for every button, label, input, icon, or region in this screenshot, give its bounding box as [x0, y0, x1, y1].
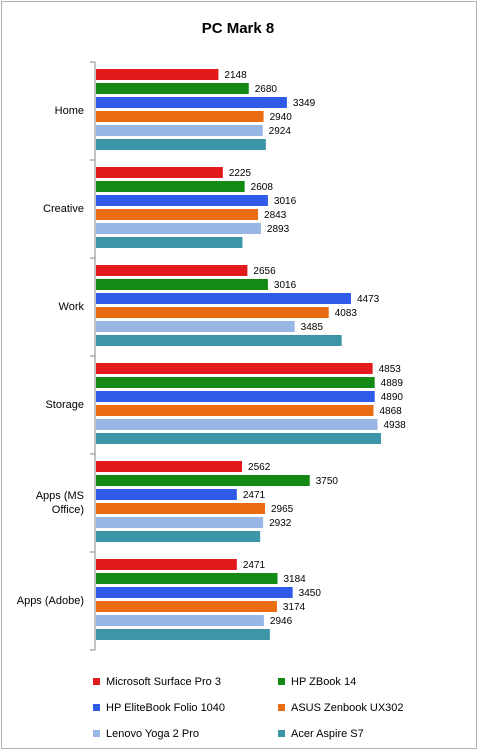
bar: [96, 489, 237, 500]
bar: [96, 223, 261, 234]
bar: [96, 237, 243, 248]
data-label: 3485: [301, 322, 324, 333]
data-label: 4868: [379, 406, 402, 417]
legend-item: HP EliteBook Folio 1040: [93, 702, 225, 714]
legend-label: HP ZBook 14: [291, 676, 357, 688]
legend-item: HP ZBook 14: [278, 676, 356, 688]
category-label: Apps (MS: [36, 490, 84, 502]
bar: [96, 475, 310, 486]
data-label: 4473: [357, 294, 380, 305]
legend-swatch: [278, 704, 285, 711]
bar: [96, 321, 295, 332]
data-label: 2680: [255, 84, 278, 95]
legend-item: ASUS Zenbook UX302: [278, 702, 404, 714]
data-label: 4889: [381, 378, 404, 389]
data-label: 3184: [283, 574, 306, 585]
bar: [96, 503, 266, 514]
data-label: 2924: [269, 126, 292, 137]
bar: [96, 265, 248, 276]
data-label: 2562: [248, 462, 271, 473]
bar: [96, 83, 249, 94]
legend-item: Acer Aspire S7: [278, 728, 364, 740]
bar: [96, 111, 264, 122]
data-label: 2471: [243, 560, 266, 571]
legend-swatch: [93, 678, 100, 685]
legend-swatch: [278, 678, 285, 685]
data-label: 2843: [264, 210, 287, 221]
data-label: 3750: [316, 476, 339, 487]
data-label: 2940: [270, 112, 293, 123]
data-label: 2932: [269, 518, 292, 529]
bar: [96, 405, 374, 416]
category-label: Office): [52, 504, 84, 516]
category-label: Creative: [43, 203, 84, 215]
bar: [96, 391, 375, 402]
data-label: 2893: [267, 224, 290, 235]
bar: [96, 363, 373, 374]
bar: [96, 615, 264, 626]
data-label: 3016: [274, 196, 297, 207]
data-label: 2471: [243, 490, 266, 501]
bar: [96, 167, 223, 178]
category-label: Work: [59, 301, 85, 313]
chart-title: PC Mark 8: [201, 20, 275, 37]
legend-label: Lenovo Yoga 2 Pro: [106, 728, 199, 740]
bar: [96, 69, 219, 80]
bar: [96, 433, 381, 444]
legend-label: HP EliteBook Folio 1040: [106, 702, 226, 714]
data-label: 4890: [381, 392, 404, 403]
category-label: Apps (Adobe): [17, 595, 84, 607]
data-label: 4938: [383, 420, 406, 431]
bar: [96, 517, 264, 528]
bar: [96, 293, 351, 304]
data-label: 2946: [270, 616, 293, 627]
data-label: 2148: [224, 70, 247, 81]
legend-swatch: [93, 704, 100, 711]
legend-label: ASUS Zenbook UX302: [291, 702, 404, 714]
bar: [96, 209, 259, 220]
data-label: 3450: [299, 588, 322, 599]
bar: [96, 587, 293, 598]
data-label: 2225: [229, 168, 252, 179]
bar: [96, 573, 278, 584]
bar: [96, 335, 342, 346]
legend-swatch: [93, 730, 100, 737]
bar: [96, 419, 378, 430]
data-label: 4083: [335, 308, 358, 319]
legend-item: Microsoft Surface Pro 3: [93, 676, 221, 688]
bar: [96, 181, 245, 192]
data-label: 2608: [251, 182, 274, 193]
bar: [96, 461, 243, 472]
bar: [96, 601, 277, 612]
category-label: Home: [55, 105, 84, 117]
bar: [96, 307, 329, 318]
bar: [96, 559, 237, 570]
bar: [96, 629, 270, 640]
data-label: 2656: [253, 266, 276, 277]
bar: [96, 97, 287, 108]
bar: [96, 139, 266, 150]
legend-label: Acer Aspire S7: [291, 728, 364, 740]
bar: [96, 195, 268, 206]
bar: [96, 279, 268, 290]
bar: [96, 125, 263, 136]
legend-label: Microsoft Surface Pro 3: [106, 676, 221, 688]
data-label: 4853: [379, 364, 402, 375]
category-label: Storage: [45, 399, 84, 411]
legend-swatch: [278, 730, 285, 737]
bar: [96, 531, 261, 542]
data-label: 3174: [283, 602, 306, 613]
legend-item: Lenovo Yoga 2 Pro: [93, 728, 199, 740]
data-label: 3016: [274, 280, 297, 291]
data-label: 2965: [271, 504, 294, 515]
bar: [96, 377, 375, 388]
data-label: 3349: [293, 98, 316, 109]
